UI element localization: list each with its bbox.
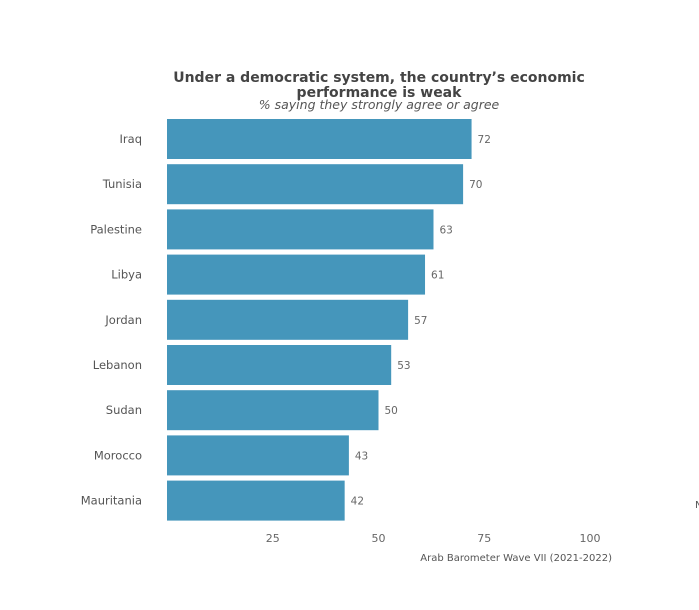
category-label-libya: Libya bbox=[111, 268, 142, 282]
category-labels: Iraq Tunisia Palestine Libya Jordan Lebanon Su… bbox=[81, 132, 142, 508]
value-label-jordan: 57 bbox=[414, 315, 427, 327]
x-tick-label-50: 50 bbox=[372, 532, 386, 545]
category-label-palestine: Palestine bbox=[90, 222, 142, 236]
bar-tunisia bbox=[167, 164, 464, 205]
x-tick-label-25: 25 bbox=[266, 532, 280, 545]
value-label-iraq: 72 bbox=[478, 134, 491, 146]
bar-morocco bbox=[167, 435, 349, 476]
category-label-jordan: Jordan bbox=[104, 313, 142, 327]
x-axis-tick-labels: 25 50 75 100 bbox=[266, 532, 601, 545]
category-label-lebanon: Lebanon bbox=[93, 358, 142, 372]
category-label-mauritania: Mauritania bbox=[81, 494, 142, 508]
value-label-tunisia: 70 bbox=[469, 179, 482, 191]
category-label-iraq: Iraq bbox=[120, 132, 142, 146]
value-label-libya: 61 bbox=[431, 270, 444, 282]
bar-palestine bbox=[167, 209, 434, 250]
chart-title-line-2: performance is weak bbox=[297, 85, 463, 101]
bar-libya bbox=[167, 254, 426, 295]
x-tick-label-100: 100 bbox=[580, 532, 601, 545]
bar-lebanon bbox=[167, 345, 392, 385]
category-label-morocco: Morocco bbox=[94, 448, 142, 462]
bar-mauritania bbox=[167, 480, 345, 521]
bar-jordan bbox=[167, 299, 409, 340]
value-labels: 72 70 63 61 57 53 50 43 42 bbox=[351, 134, 491, 508]
bar-iraq bbox=[167, 119, 472, 159]
value-label-lebanon: 53 bbox=[397, 360, 410, 372]
value-label-mauritania: 42 bbox=[351, 496, 364, 508]
bar-sudan bbox=[167, 390, 379, 431]
value-label-sudan: 50 bbox=[385, 405, 398, 417]
category-label-tunisia: Tunisia bbox=[102, 177, 142, 191]
value-label-morocco: 43 bbox=[355, 450, 368, 462]
chart-subtitle: % saying they strongly agree or agree bbox=[259, 97, 500, 112]
source-note: Arab Barometer Wave VII (2021-2022) bbox=[420, 553, 612, 564]
chart-title-line-1: Under a democratic system, the country’s… bbox=[173, 70, 585, 86]
category-label-sudan: Sudan bbox=[106, 403, 142, 417]
x-tick-label-75: 75 bbox=[477, 532, 491, 545]
clipped-legend-mark: N bbox=[695, 500, 699, 511]
value-label-palestine: 63 bbox=[439, 224, 452, 236]
bars-group bbox=[167, 119, 472, 521]
